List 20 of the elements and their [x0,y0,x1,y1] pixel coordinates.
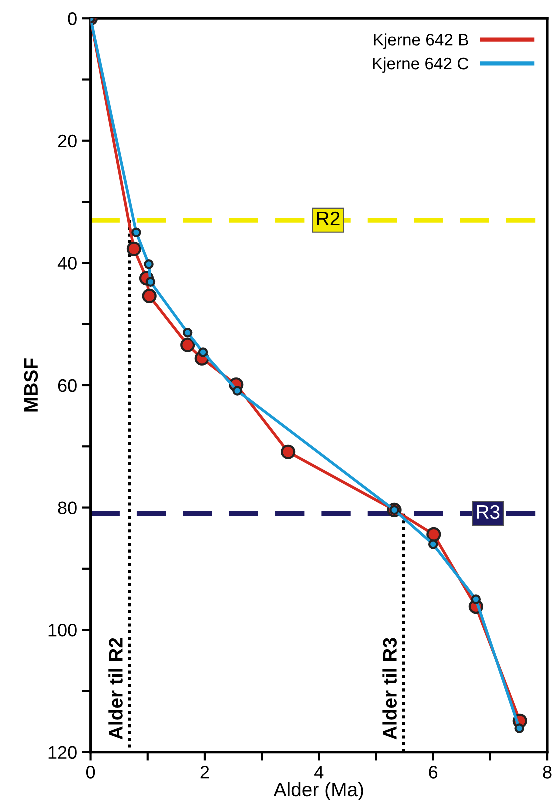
ref-line-label: R2 [317,212,340,226]
y-tick-label: 0 [68,12,77,26]
ref-line-label: Alder til R2 [108,638,123,740]
legend-label: Kjerne 642 C [373,57,469,74]
y-tick-label: 80 [58,502,77,514]
y-axis-title: MBSF [24,358,38,412]
y-tick-label: 60 [58,379,77,392]
x-tick-label: 6 [429,766,438,779]
ref-line-label: R3 [477,505,500,520]
x-tick-label: 2 [200,766,210,779]
x-axis-title: Alder (Ma) [274,782,364,801]
ref-line-label: Alder til R3 [382,638,397,740]
x-tick-label: 4 [314,766,324,779]
y-tick-label: 100 [48,624,77,637]
x-tick-label: 8 [543,766,552,779]
y-tick-label: 20 [58,134,77,148]
x-tick-label: 0 [86,766,96,779]
y-tick-label: 40 [58,257,77,270]
y-tick-label: 120 [48,746,77,760]
legend-label: Kjerne 642 B [374,34,468,50]
